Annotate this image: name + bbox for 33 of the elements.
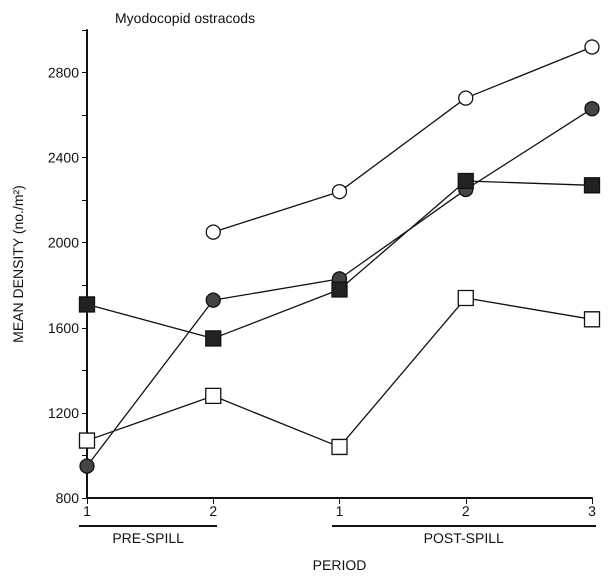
y-axis-title: MEAN DENSITY (no./m²) — [10, 185, 26, 343]
point — [79, 458, 95, 474]
point — [458, 290, 474, 306]
x-tick-label: 1 — [83, 503, 92, 519]
x-tick-label: 2 — [209, 503, 218, 519]
chart-title: Myodocopid ostracods — [115, 10, 256, 26]
point — [584, 311, 600, 328]
point — [458, 172, 474, 190]
y-tick-label: 800 — [56, 490, 80, 506]
x-tick-label: 1 — [336, 503, 344, 519]
x-tick-label: 2 — [462, 503, 470, 519]
y-tick-label: 2400 — [48, 150, 80, 166]
point — [584, 101, 600, 116]
point — [206, 292, 221, 308]
y-tick-label: 2800 — [48, 64, 80, 81]
point — [458, 90, 474, 106]
point — [205, 388, 222, 404]
point — [331, 438, 348, 456]
x-axis-title: PERIOD — [312, 557, 366, 573]
point — [205, 330, 222, 347]
y-tick-label: 1200 — [48, 404, 80, 421]
text: PRE-SPILL — [112, 530, 184, 546]
point — [584, 177, 600, 194]
y-tick-label: 1600 — [48, 320, 80, 336]
point — [78, 296, 96, 313]
y-tick-label: 2000 — [48, 234, 80, 251]
x-tick-label: 3 — [588, 503, 596, 519]
point — [206, 224, 221, 240]
text: POST-SPILL — [424, 530, 504, 546]
point — [331, 281, 348, 298]
point — [584, 39, 600, 55]
point — [332, 184, 348, 200]
point — [78, 432, 96, 449]
